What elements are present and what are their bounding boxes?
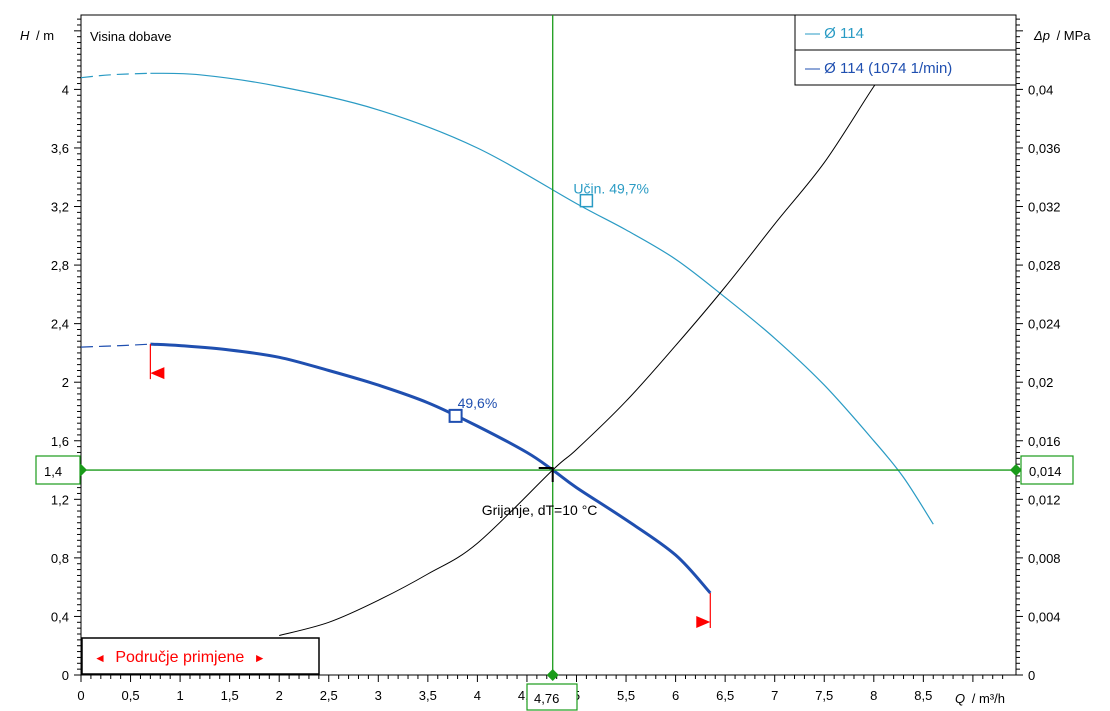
x-tick-label: 3 — [375, 688, 382, 703]
y-right-tick-label: 0,004 — [1028, 609, 1061, 624]
x-tick-label: 0 — [77, 688, 84, 703]
x-tick-label: 6 — [672, 688, 679, 703]
op-right-diamond — [1010, 464, 1022, 477]
op-left-box-frame — [35, 455, 81, 485]
op-left-value-box: 1,4 — [35, 455, 81, 485]
application-range-text: Područje primjene — [115, 649, 244, 666]
op-bottom-box-frame — [526, 683, 578, 711]
series-layer — [80, 59, 934, 636]
efficiency-marker-bottom — [448, 408, 463, 423]
y-left-tick-label: 0 — [62, 668, 69, 683]
x-tick-label: 2,5 — [320, 688, 338, 703]
application-range-label: ◄ Područje primjene ► — [94, 649, 266, 666]
op-bottom-value: 4,76 — [534, 691, 559, 706]
x-tick-label: 6,5 — [716, 688, 734, 703]
y-axis-right-ticks: 0 0,004 0,008 0,012 0,016 0,02 0,024 0,028 0,032… — [1016, 18, 1061, 683]
series-2-line — [150, 342, 712, 595]
x-tick-label: 3,5 — [419, 688, 437, 703]
y-left-tick-label: 1,2 — [51, 492, 69, 507]
x-tick-label: 7 — [771, 688, 778, 703]
operating-mode-annotation: Grijanje, dT=10 °C — [482, 502, 598, 518]
series-3-line — [279, 59, 894, 636]
legend: — Ø 114 — Ø 114 (1074 1/min) — [794, 14, 1017, 86]
y-right-tick-label: 0,008 — [1028, 551, 1061, 566]
y-right-tick-label: 0 — [1028, 668, 1035, 683]
efficiency-marker-top — [579, 193, 594, 208]
x-tick-label: 0,5 — [122, 688, 140, 703]
series-1-line — [150, 72, 934, 525]
y-axis-left-unit: / m — [36, 28, 54, 43]
x-tick-label: 8,5 — [914, 688, 932, 703]
op-right-value-box: 0,014 — [1020, 455, 1074, 485]
range-min-arrow — [150, 367, 165, 380]
application-range-arrow-right: ► — [254, 651, 266, 665]
legend-entry-series-1: — Ø 114 — [805, 25, 864, 42]
y-axis-left-ticks: 0 0,4 0,8 1,2 1,6 2 2,4 2,8 3,2 3,6 4 — [51, 18, 81, 683]
y-right-tick-label: 0,012 — [1028, 492, 1061, 507]
y-left-tick-label: 3,2 — [51, 200, 69, 215]
series-1-extrapolated-line — [80, 72, 151, 79]
x-tick-label: 4 — [474, 688, 481, 703]
legend-entry-series-2: — Ø 114 (1074 1/min) — [805, 60, 952, 77]
y-left-tick-label: 2,4 — [51, 317, 69, 332]
y-axis-right-unit: / MPa — [1057, 28, 1092, 43]
y-axis-right-symbol: Δp — [1033, 28, 1050, 43]
y-right-tick-label: 0,02 — [1028, 375, 1053, 390]
efficiency-annotation-bottom: 49,6% — [458, 395, 498, 411]
plot-frame — [80, 14, 1017, 676]
x-tick-label: 8 — [870, 688, 877, 703]
application-range-frame — [81, 637, 320, 675]
y-left-tick-label: 2 — [62, 375, 69, 390]
y-left-tick-label: 3,6 — [51, 141, 69, 156]
x-axis-symbol: Q — [955, 691, 965, 706]
x-tick-label: 2 — [276, 688, 283, 703]
y-left-tick-label: 4 — [62, 82, 69, 97]
op-bottom-diamond — [546, 669, 559, 681]
range-max-arrow — [696, 616, 711, 629]
y-axis-right-title: Δp / MPa — [1033, 28, 1091, 43]
y-right-tick-label: 0,032 — [1028, 200, 1061, 215]
y-right-tick-label: 0,036 — [1028, 141, 1061, 156]
x-tick-label: 1,5 — [221, 688, 239, 703]
efficiency-annotation-top: Učin. 49,7% — [573, 181, 648, 197]
application-range-layer — [149, 344, 711, 629]
y-axis-left-title: H / m — [20, 28, 54, 43]
op-right-box-frame — [1020, 455, 1074, 485]
x-tick-label: 5,5 — [617, 688, 635, 703]
application-range-arrow-left: ◄ — [94, 651, 106, 665]
x-axis-title: Q / m³/h — [955, 691, 1005, 706]
x-axis-unit: / m³/h — [972, 691, 1005, 706]
op-left-value: 1,4 — [44, 464, 62, 479]
y-left-tick-label: 2,8 — [51, 258, 69, 273]
operating-point-marker — [538, 467, 554, 483]
y-right-tick-label: 0,028 — [1028, 258, 1061, 273]
operating-point-layer — [75, 15, 1022, 681]
x-tick-label: 1 — [176, 688, 183, 703]
op-bottom-value-box: 4,76 — [526, 683, 578, 711]
chart-title: Visina dobave — [90, 29, 171, 44]
y-right-tick-label: 0,04 — [1028, 82, 1053, 97]
y-left-tick-label: 1,6 — [51, 434, 69, 449]
series-2-extrapolated-line — [80, 343, 151, 348]
y-axis-left-symbol: H — [20, 28, 30, 43]
x-tick-label: 7,5 — [815, 688, 833, 703]
y-left-tick-label: 0,8 — [51, 551, 69, 566]
y-right-tick-label: 0,016 — [1028, 434, 1061, 449]
op-right-value: 0,014 — [1029, 464, 1062, 479]
y-left-tick-label: 0,4 — [51, 609, 69, 624]
application-range-box: ◄ Područje primjene ► — [81, 637, 320, 675]
y-right-tick-label: 0,024 — [1028, 317, 1061, 332]
